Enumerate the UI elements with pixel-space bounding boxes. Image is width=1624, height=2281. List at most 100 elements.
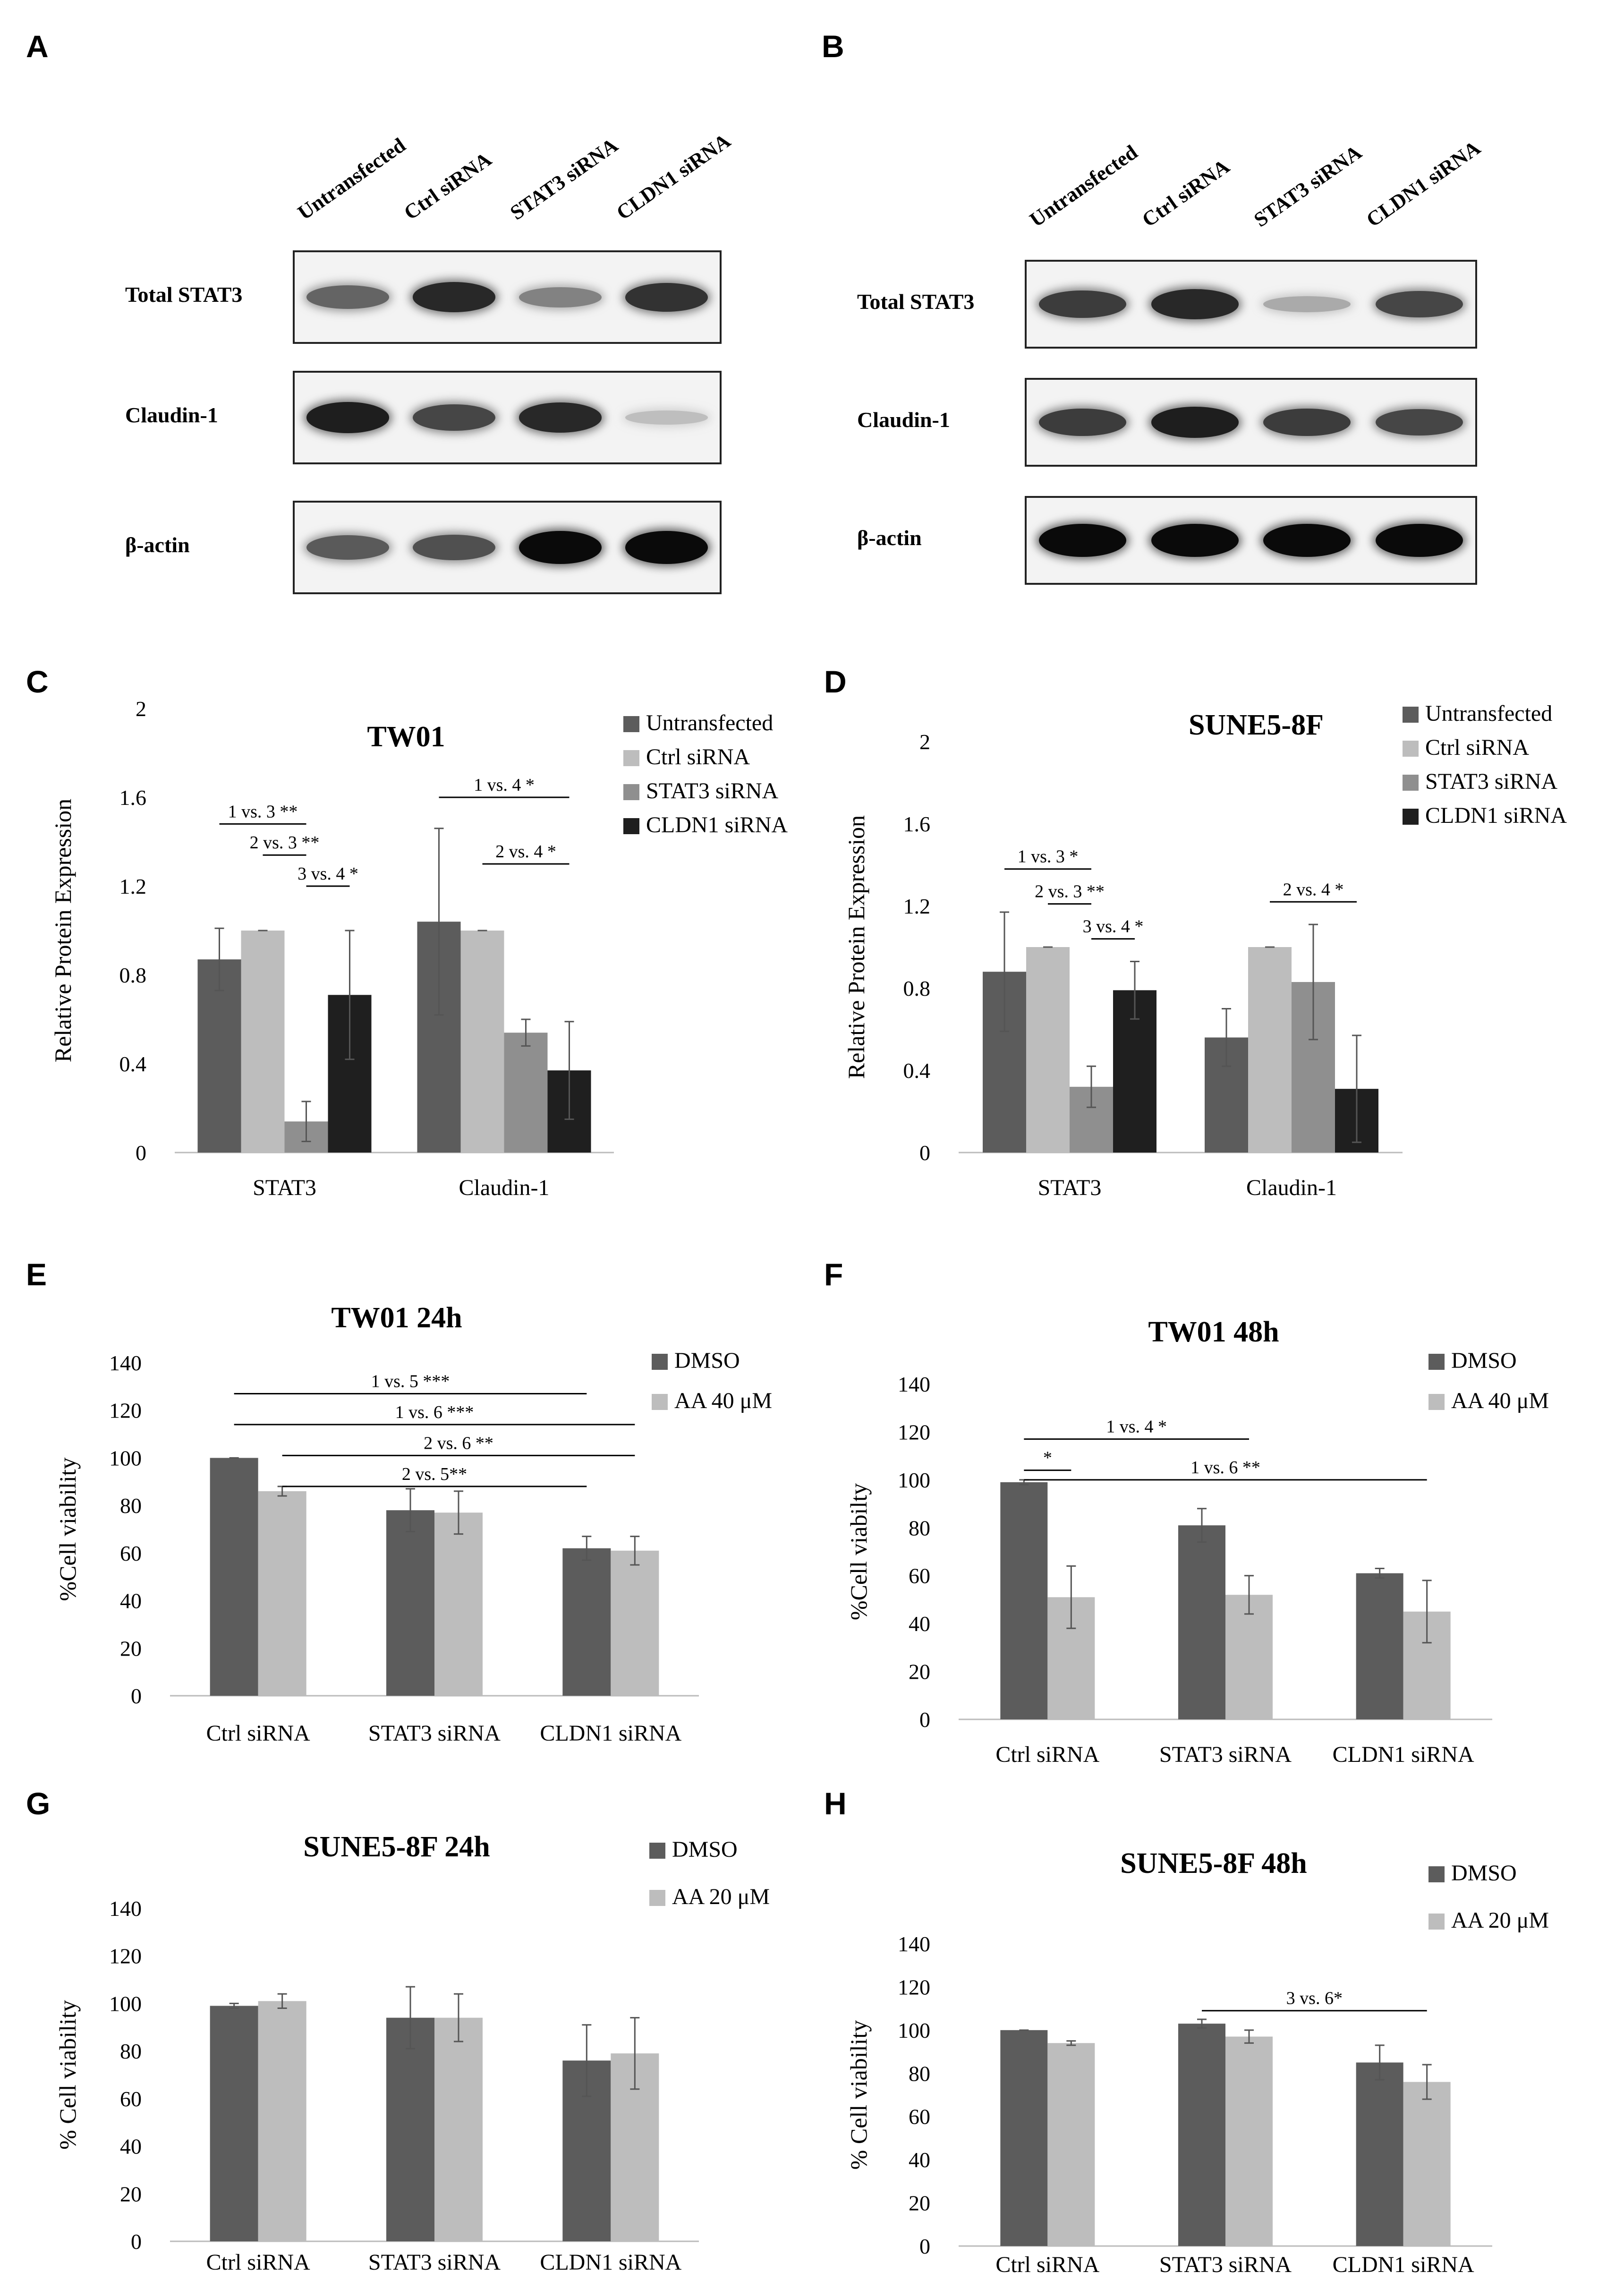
chart-title: TW01 24h — [331, 1302, 462, 1334]
chart-title: SUNE5-8F 24h — [303, 1831, 490, 1863]
y-tick-label: 100 — [109, 1446, 142, 1470]
y-tick-label: 80 — [120, 1494, 142, 1518]
blot-band — [1151, 524, 1239, 557]
y-tick-label: 0 — [136, 1141, 146, 1165]
significance-label: 1 vs. 3 * — [1018, 847, 1079, 867]
blot-band — [412, 534, 496, 561]
bar — [1356, 1573, 1403, 1719]
y-tick-label: 140 — [898, 1372, 930, 1396]
blot-box — [293, 501, 722, 594]
bar — [210, 2006, 258, 2241]
blot-band — [625, 282, 708, 312]
y-axis-label: Relative Protein Expression — [50, 799, 76, 1062]
blot-band — [519, 287, 602, 308]
y-tick-label: 0 — [131, 1684, 142, 1708]
blot-band — [1263, 296, 1351, 312]
legend-swatch — [1428, 1354, 1445, 1370]
bar — [1047, 2043, 1095, 2246]
legend-swatch — [1403, 707, 1419, 723]
bar — [258, 1491, 306, 1696]
blot-band — [1039, 524, 1127, 557]
significance-label: 1 vs. 6 *** — [395, 1402, 474, 1422]
significance-label: 3 vs. 6* — [1286, 1989, 1343, 2008]
blot-band — [306, 285, 390, 309]
bar — [1248, 947, 1292, 1153]
y-tick-label: 140 — [898, 1932, 930, 1956]
legend-label: STAT3 siRNA — [1425, 769, 1558, 794]
blot-band — [1263, 524, 1351, 557]
blot-row-label: Claudin-1 — [125, 403, 218, 427]
y-tick-label: 0.8 — [119, 963, 147, 987]
chart-title: TW01 48h — [1148, 1316, 1279, 1348]
panel-label-d: D — [824, 664, 847, 699]
significance-label: 1 vs. 3 ** — [228, 802, 298, 821]
bar — [1000, 2030, 1048, 2246]
bar — [241, 931, 285, 1153]
y-tick-label: 1.2 — [903, 894, 931, 918]
bar — [1225, 2036, 1273, 2246]
panel-label-c: C — [26, 664, 49, 699]
blot-band — [1039, 290, 1127, 318]
y-tick-label: 0 — [919, 2234, 930, 2258]
legend-label: Ctrl siRNA — [646, 744, 750, 769]
legend-label: Untransfected — [1425, 701, 1552, 726]
y-axis-label: %Cell viabilty — [845, 1483, 872, 1620]
lane-label: Ctrl siRNA — [1137, 154, 1234, 232]
y-tick-label: 20 — [909, 1660, 930, 1684]
blot-band — [306, 402, 390, 433]
bar — [611, 1550, 659, 1696]
chart-c-tw01-protein: TW01 0 0.4 0.8 1.2 1.6 2 Relative Protein Expre… — [50, 697, 788, 1200]
bar — [1178, 1525, 1225, 1719]
bar — [1225, 1595, 1273, 1719]
x-tick-label: CLDN1 siRNA — [1333, 1742, 1474, 1767]
y-tick-label: 100 — [109, 1991, 142, 2016]
western-blot-a: Untransfected Ctrl siRNA STAT3 siRNA CLDN1 … — [0, 0, 803, 614]
blot-band — [1039, 408, 1127, 436]
chart-g-sune58f-24h: SUNE5-8F 24h 0 20 40 60 80 100 120 140 % Cell via… — [54, 1831, 770, 2275]
blot-box — [1025, 260, 1477, 349]
chart-title: TW01 — [367, 721, 445, 753]
legend-label: Ctrl siRNA — [1425, 735, 1529, 760]
panel-label-e: E — [26, 1257, 47, 1292]
y-tick-label: 40 — [909, 1612, 930, 1636]
significance-label: 1 vs. 5 *** — [371, 1371, 450, 1391]
legend-swatch — [1403, 775, 1419, 791]
y-tick-label: 40 — [120, 2135, 142, 2159]
y-tick-label: 0 — [131, 2230, 142, 2254]
significance-label: 2 vs. 3 ** — [250, 833, 320, 853]
x-tick-label: STAT3 siRNA — [368, 1721, 501, 1746]
bar — [460, 931, 504, 1153]
legend-swatch — [649, 1890, 665, 1906]
y-axis-label: %Cell viability — [54, 1457, 81, 1601]
blot-band — [306, 535, 390, 560]
y-tick-label: 20 — [120, 2182, 142, 2206]
blot-row-label: β-actin — [857, 526, 922, 550]
y-tick-label: 100 — [898, 1468, 930, 1492]
x-tick-label: STAT3 siRNA — [1159, 1742, 1292, 1767]
x-tick-label: Ctrl siRNA — [995, 1742, 1099, 1767]
significance-label: 1 vs. 4 * — [474, 775, 535, 795]
y-tick-label: 0 — [919, 1708, 930, 1732]
blot-row-label: Total STAT3 — [857, 290, 975, 314]
blot-band — [1151, 407, 1239, 438]
chart-e-tw01-24h: TW01 24h 0 20 40 60 80 100 120 140 %Cell viabilit… — [54, 1302, 772, 1746]
y-tick-label: 60 — [120, 1541, 142, 1565]
x-tick-label: Claudin-1 — [459, 1175, 550, 1200]
bar — [434, 1512, 483, 1696]
significance-label: 3 vs. 4 * — [1083, 917, 1144, 937]
blot-box — [293, 371, 722, 464]
blot-band — [412, 404, 496, 431]
legend-swatch — [649, 1843, 665, 1859]
y-axis-label: % Cell viability — [845, 2020, 872, 2170]
significance-label: 2 vs. 4 * — [1283, 880, 1344, 899]
bar — [386, 1510, 434, 1696]
significance-label: 1 vs. 6 ** — [1190, 1458, 1260, 1478]
bar — [210, 1458, 258, 1696]
y-tick-label: 120 — [109, 1944, 142, 1968]
significance-label: 2 vs. 5** — [402, 1464, 467, 1484]
y-tick-label: 0 — [919, 1141, 930, 1165]
legend-label: DMSO — [1451, 1348, 1517, 1373]
legend-swatch — [1428, 1866, 1445, 1882]
significance-label: 2 vs. 6 ** — [424, 1433, 493, 1453]
bar — [1026, 947, 1070, 1153]
